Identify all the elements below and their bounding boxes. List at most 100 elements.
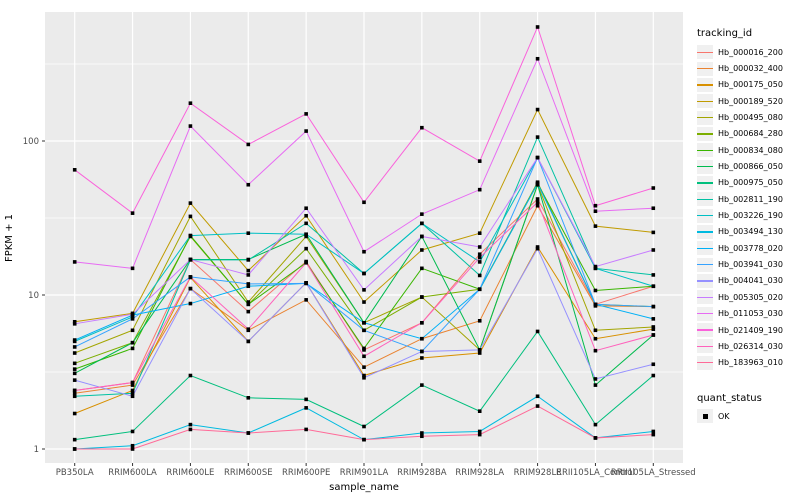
- data-point: [188, 286, 193, 291]
- data-point: [304, 221, 308, 226]
- series-line-icon: [697, 198, 713, 200]
- data-point: [304, 260, 308, 265]
- series-color-swatch: [697, 290, 713, 305]
- data-point: [362, 354, 366, 359]
- data-point: [362, 300, 366, 304]
- data-point: [593, 383, 598, 387]
- data-point: [535, 181, 540, 186]
- series-color-swatch: [697, 339, 713, 354]
- legend-entry-Hb_000975_050: Hb_000975_050: [691, 175, 799, 191]
- data-point: [130, 383, 135, 387]
- data-point: [362, 424, 366, 429]
- x-tick-label: RRII105LA_Stressed: [611, 468, 696, 478]
- series-line-icon: [697, 247, 713, 249]
- data-point: [477, 318, 482, 323]
- data-point: [130, 394, 135, 399]
- data-point: [130, 447, 135, 451]
- y-tick-label: 100: [23, 137, 39, 147]
- legend-entry-Hb_005305_020: Hb_005305_020: [691, 289, 799, 305]
- legend-entry-Hb_021409_190: Hb_021409_190: [691, 322, 799, 338]
- data-point: [188, 422, 193, 427]
- data-point: [188, 275, 193, 279]
- legend-title-quant-status: quant_status: [697, 392, 762, 404]
- y-axis-title: FPKM + 1: [4, 214, 15, 262]
- data-point: [246, 284, 251, 289]
- data-point: [130, 317, 135, 321]
- data-point: [477, 432, 482, 437]
- data-point: [72, 371, 77, 376]
- data-point: [651, 248, 656, 252]
- data-point: [246, 231, 251, 235]
- x-axis-title: sample_name: [329, 482, 399, 493]
- series-line-icon: [697, 116, 713, 119]
- legend-entry-label: Hb_021409_190: [718, 325, 783, 335]
- legend-title-tracking-id: tracking_id: [697, 28, 753, 39]
- legend-entry-ok: OK: [691, 408, 799, 424]
- data-point: [651, 230, 656, 235]
- data-point: [593, 203, 598, 208]
- data-point: [72, 361, 77, 366]
- data-point: [304, 298, 308, 302]
- data-point: [593, 336, 598, 341]
- x-tick-label: RRIM600SE: [224, 468, 273, 478]
- data-point: [188, 373, 193, 378]
- data-point: [362, 320, 366, 325]
- series-line-icon: [697, 215, 713, 217]
- series-color-swatch: [697, 224, 713, 239]
- legend: tracking_id Hb_000016_200 Hb_000032_400 Hb…: [691, 28, 799, 424]
- data-point: [246, 268, 251, 273]
- data-point: [651, 327, 656, 331]
- data-point: [362, 365, 366, 369]
- series-color-swatch: [697, 61, 713, 76]
- legend-entry-Hb_000495_080: Hb_000495_080: [691, 109, 799, 125]
- data-point: [477, 429, 482, 434]
- data-point: [246, 258, 251, 262]
- legend-entry-Hb_000684_280: Hb_000684_280: [691, 126, 799, 142]
- legend-entry-Hb_003941_030: Hb_003941_030: [691, 256, 799, 272]
- data-point: [246, 142, 251, 147]
- data-point: [304, 232, 308, 237]
- data-point: [362, 375, 366, 380]
- legend-entry-Hb_003778_020: Hb_003778_020: [691, 240, 799, 256]
- legend-entry-label: Hb_000866_050: [718, 162, 783, 172]
- series-color-swatch: [697, 94, 713, 109]
- data-point: [477, 187, 482, 192]
- data-point: [420, 266, 424, 271]
- data-point: [477, 260, 482, 264]
- data-point: [304, 406, 308, 410]
- data-point: [72, 388, 77, 393]
- data-point: [362, 249, 366, 254]
- series-color-swatch: [697, 323, 713, 338]
- data-point: [188, 233, 193, 238]
- legend-entry-label: Hb_011053_030: [718, 309, 783, 319]
- series-color-swatch: [697, 175, 713, 190]
- legend-entry-label: Hb_000684_280: [718, 129, 783, 139]
- series-line-icon: [697, 231, 713, 233]
- data-point: [130, 391, 135, 396]
- legend-entry-label: Hb_003494_130: [718, 227, 783, 237]
- data-point: [246, 309, 251, 314]
- series-line-icon: [697, 165, 713, 168]
- x-tick-label: RRIM928BA: [397, 468, 447, 478]
- legend-entry-label: Hb_000495_080: [718, 113, 783, 123]
- data-point: [535, 135, 540, 139]
- legend-entry-label: Hb_000175_050: [718, 80, 783, 90]
- data-point: [420, 434, 424, 439]
- data-point: [535, 56, 540, 61]
- data-point: [420, 234, 424, 239]
- data-point: [72, 260, 77, 264]
- data-point: [593, 377, 598, 381]
- data-point: [72, 447, 77, 451]
- data-point: [651, 273, 656, 277]
- legend-entry-Hb_004041_030: Hb_004041_030: [691, 273, 799, 289]
- data-point: [304, 213, 308, 218]
- legend-entry-Hb_000866_050: Hb_000866_050: [691, 158, 799, 174]
- legend-entry-Hb_011053_030: Hb_011053_030: [691, 306, 799, 322]
- data-point: [535, 246, 540, 251]
- legend-entry-Hb_003494_130: Hb_003494_130: [691, 224, 799, 240]
- data-point: [420, 125, 424, 130]
- series-line-icon: [697, 313, 713, 315]
- data-point: [420, 320, 424, 325]
- legend-entry-label: Hb_000834_080: [718, 145, 783, 155]
